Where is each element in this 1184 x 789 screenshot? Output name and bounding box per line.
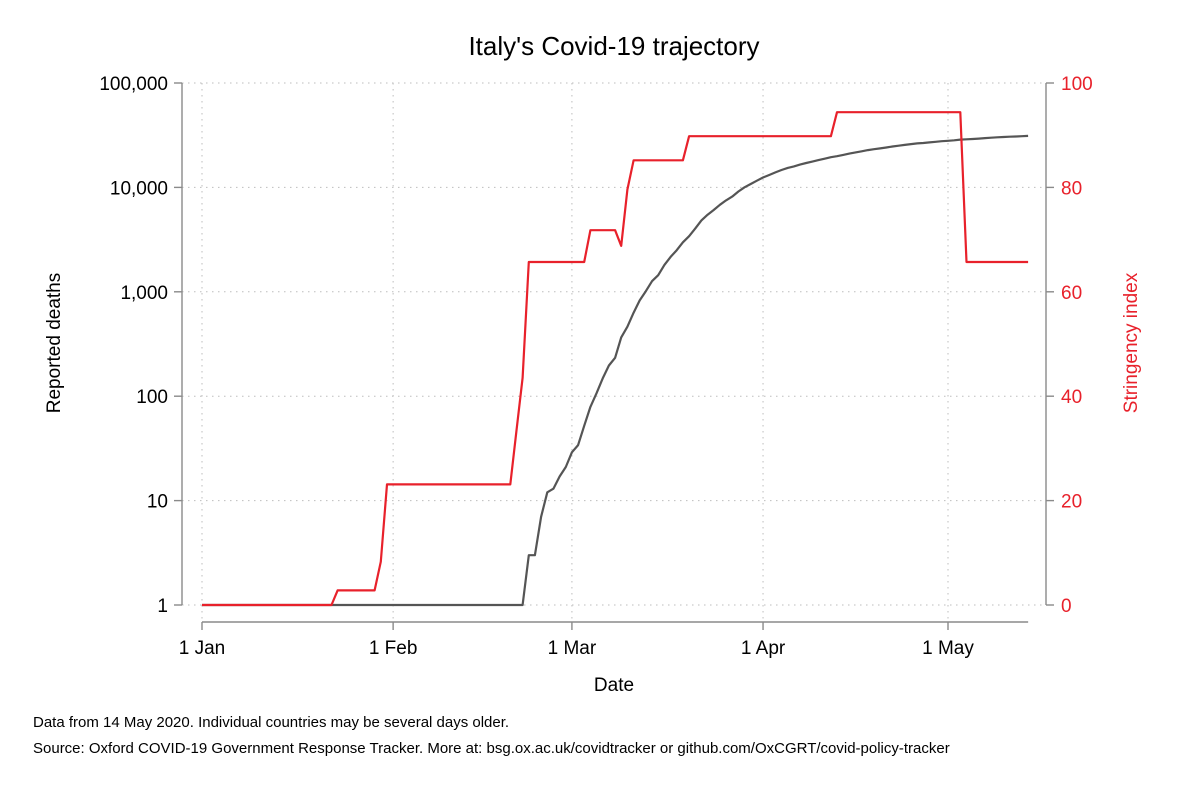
data-note: Data from 14 May 2020. Individual countr…: [33, 714, 509, 731]
axes: [174, 82, 1054, 630]
y-left-tick-label: 1: [157, 596, 168, 617]
y-left-tick-label: 10,000: [110, 178, 168, 199]
y-right-tick-label: 80: [1061, 178, 1082, 199]
y-axis-left-title: Reported deaths: [44, 273, 65, 414]
x-tick-label: 1 Jan: [179, 638, 225, 659]
y-axis-right-title: Stringency index: [1121, 272, 1142, 413]
y-left-tick-label: 1,000: [120, 283, 168, 304]
series-line-reported-deaths: [202, 134, 1029, 607]
x-axis-title: Date: [594, 675, 634, 696]
y-left-tick-label: 100: [136, 387, 168, 408]
chart-title: Italy's Covid-19 trajectory: [468, 31, 759, 61]
x-tick-label: 1 May: [922, 638, 974, 659]
y-right-tick-label: 100: [1061, 74, 1093, 95]
grid: [182, 82, 1046, 622]
y-left-tick-label: 100,000: [99, 74, 168, 95]
x-tick-label: 1 Feb: [369, 638, 418, 659]
x-tick-label: 1 Mar: [548, 638, 597, 659]
y-right-tick-label: 0: [1061, 596, 1072, 617]
x-tick-label: 1 Apr: [741, 638, 786, 659]
source-note: Source: Oxford COVID-19 Government Respo…: [33, 740, 950, 757]
tick-labels: 1 10 100 1,000 10,000 100,000 0 20 40 60 80 100 1 Ja…: [99, 74, 1092, 659]
y-right-tick-label: 40: [1061, 387, 1082, 408]
y-left-tick-label: 10: [147, 492, 168, 513]
y-right-tick-label: 20: [1061, 492, 1082, 513]
series-line-stringency-index: [202, 111, 1029, 607]
series: [202, 111, 1029, 607]
y-right-tick-label: 60: [1061, 283, 1082, 304]
